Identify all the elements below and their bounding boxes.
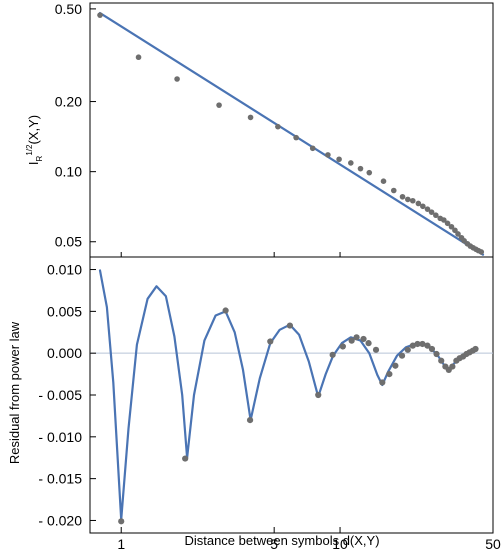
top-data-point — [309, 145, 316, 152]
bottom-data-point — [472, 345, 479, 353]
bottom-y-tick-label: 0.005 — [47, 303, 82, 319]
bottom-x-tick-label: 50 — [485, 536, 501, 550]
bottom-x-tick-label: 5 — [270, 536, 278, 550]
bottom-x-tick-label: 10 — [332, 536, 348, 550]
top-data-point — [293, 134, 299, 141]
bottom-y-tick-label: - 0.010 — [38, 429, 82, 445]
x-axis-title: Distance between symbols d(X,Y) — [184, 533, 379, 548]
top-data-point — [405, 196, 411, 203]
bottom-points-group — [118, 307, 479, 525]
bottom-data-point — [433, 350, 440, 358]
bottom-y-tick-label: 0.000 — [47, 345, 82, 361]
bottom-y-axis-title: Residual from power law — [7, 321, 22, 464]
bottom-data-point — [428, 345, 436, 353]
top-data-point — [174, 76, 180, 82]
bottom-data-point — [449, 363, 456, 370]
top-data-point — [380, 178, 387, 184]
top-y-axis-title: IR1/2(X,Y) — [25, 115, 44, 165]
bottom-data-point — [392, 362, 399, 369]
bottom-data-point — [182, 455, 189, 462]
top-data-point — [424, 206, 431, 212]
bottom-fit-curve-group — [98, 269, 477, 521]
bottom-data-point — [438, 357, 445, 364]
top-plot-frame — [89, 2, 494, 258]
bottom-data-point — [267, 338, 274, 345]
top-data-point — [247, 114, 254, 121]
bottom-ticks: 0.010 0.005 0.000 - 0.005 - 0.010 - 0.015 - 0.… — [38, 262, 501, 550]
top-data-point — [357, 165, 364, 172]
top-data-point — [97, 12, 103, 18]
bottom-data-point — [424, 342, 431, 349]
top-data-point — [433, 212, 439, 219]
bottom-data-point — [386, 370, 393, 378]
top-data-point — [448, 223, 455, 230]
bottom-data-point — [379, 379, 386, 386]
bottom-data-point — [353, 334, 360, 341]
bottom-data-point — [339, 343, 346, 350]
top-data-point — [390, 187, 397, 194]
bottom-data-point — [118, 518, 125, 525]
top-data-point — [478, 249, 485, 255]
bottom-data-point — [372, 346, 380, 353]
top-data-point — [420, 203, 426, 210]
top-data-point — [399, 193, 406, 200]
bottom-panel: 0.010 0.005 0.000 - 0.005 - 0.010 - 0.015 - 0.… — [7, 256, 501, 550]
bottom-data-point — [222, 307, 229, 314]
top-data-point — [415, 200, 422, 207]
top-fit-line-group — [98, 11, 485, 256]
top-data-point — [216, 102, 222, 108]
bottom-plot-frame — [89, 256, 494, 534]
bottom-data-point — [419, 340, 426, 348]
top-y-tick-label: 0.10 — [55, 164, 82, 180]
top-data-point — [409, 197, 416, 204]
top-data-point — [325, 152, 331, 158]
top-data-point — [428, 209, 435, 215]
bottom-data-point — [315, 391, 322, 399]
top-points-group — [97, 12, 485, 255]
bottom-y-tick-label: 0.010 — [47, 262, 82, 278]
bottom-data-point — [414, 340, 421, 348]
top-data-point — [441, 217, 447, 223]
bottom-data-point — [409, 342, 416, 349]
bottom-y-tick-label: - 0.020 — [38, 512, 82, 528]
top-data-point — [336, 156, 342, 163]
bottom-data-point — [246, 416, 254, 424]
bottom-data-point — [404, 346, 411, 353]
top-data-point — [135, 54, 142, 61]
top-data-point — [366, 169, 373, 176]
bottom-data-point — [286, 322, 294, 329]
top-y-tick-label: 0.50 — [55, 1, 82, 17]
top-data-point — [348, 160, 354, 166]
top-panel: 0.05 0.10 0.20 0.50 IR1/2(X,Y) — [25, 1, 494, 258]
bottom-y-tick-label: - 0.015 — [38, 471, 82, 487]
bottom-data-point — [329, 351, 336, 358]
top-data-point — [275, 123, 281, 130]
top-fit-line — [98, 11, 485, 256]
top-data-point — [455, 231, 461, 237]
bottom-fit-curve — [98, 269, 477, 521]
bottom-data-point — [398, 352, 406, 359]
top-y-tick-label: 0.20 — [55, 94, 82, 110]
top-y-ticks: 0.05 0.10 0.20 0.50 — [55, 1, 494, 257]
bottom-data-point — [348, 337, 355, 344]
bottom-data-point — [360, 335, 367, 343]
top-y-tick-label: 0.05 — [55, 234, 82, 250]
bottom-y-tick-label: - 0.005 — [38, 387, 82, 403]
top-data-point — [452, 227, 458, 234]
bottom-x-tick-label: 1 — [117, 536, 125, 550]
bottom-data-point — [365, 340, 372, 347]
top-data-point — [444, 220, 451, 227]
